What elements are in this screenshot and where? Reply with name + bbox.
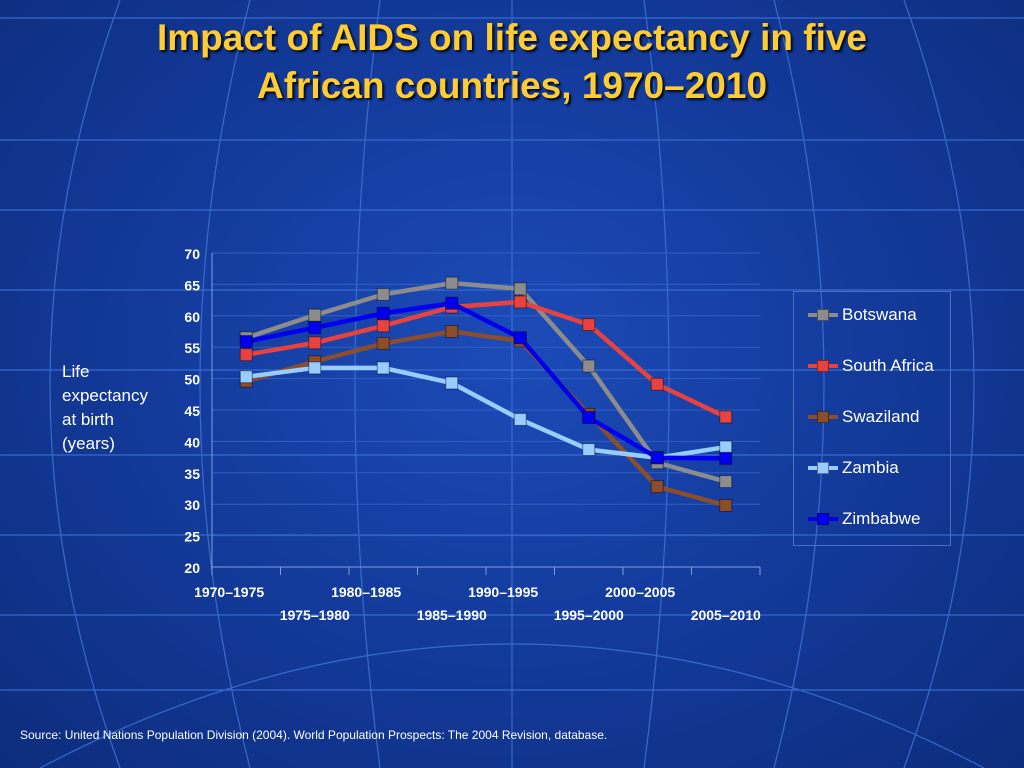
x-tick-labels: 1970–1975 1975–1980 1980–1985 1985–1990 1990…	[194, 584, 761, 623]
slide-title-line1: Impact of AIDS on life expectancy in fiv…	[156, 17, 868, 58]
data-point	[308, 321, 322, 335]
legend-label: Swaziland	[842, 407, 920, 426]
y-axis-label: Life expectancy at birth (years)	[62, 360, 172, 456]
legend-label: Zambia	[842, 458, 899, 477]
data-point	[719, 440, 733, 454]
data-point	[650, 377, 664, 391]
y-axis-label-line: Life	[62, 362, 90, 381]
data-point	[376, 361, 390, 375]
source-note: Source: United Nations Population Divisi…	[20, 728, 608, 742]
y-tick-label: 65	[184, 277, 200, 293]
data-point	[513, 412, 527, 426]
legend-swatch-marker	[817, 513, 829, 525]
legend-swatch-marker	[817, 360, 829, 372]
series-zambia	[239, 361, 733, 465]
data-point	[650, 451, 664, 465]
legend-swatch-marker	[817, 411, 829, 423]
data-point	[719, 475, 733, 489]
series-swaziland	[239, 325, 733, 512]
data-point	[239, 335, 253, 349]
data-point	[445, 376, 459, 390]
legend-item: Zimbabwe	[808, 508, 920, 530]
data-point	[308, 361, 322, 375]
legend-swatch-marker	[817, 462, 829, 474]
y-tick-label: 60	[184, 309, 200, 325]
data-point	[308, 336, 322, 350]
legend-swatch-marker	[817, 309, 829, 321]
series-line	[245, 280, 727, 484]
legend-item: South Africa	[808, 355, 934, 377]
y-tick-label: 40	[184, 434, 200, 450]
data-point	[719, 451, 733, 465]
slide-title-line2: African countries, 1970–2010	[256, 65, 768, 106]
legend-swatch	[808, 304, 838, 326]
data-point	[513, 282, 527, 296]
chart-gridlines	[212, 252, 760, 537]
data-point	[376, 287, 390, 301]
y-tick-label: 30	[184, 497, 200, 513]
chart-series	[239, 276, 733, 512]
data-point	[239, 370, 253, 384]
x-tick-label: 2005–2010	[691, 607, 761, 623]
data-point	[445, 296, 459, 310]
legend-label: Botswana	[842, 305, 917, 324]
y-tick-labels: 20 25 30 35 40 45 50 55 60 65 70	[184, 246, 200, 576]
y-tick-label: 45	[184, 403, 200, 419]
legend-swatch	[808, 508, 838, 530]
y-tick-label: 50	[184, 372, 200, 388]
y-tick-label: 25	[184, 529, 200, 545]
chart-legend: Botswana South Africa Swaziland Zambia Zimba…	[793, 291, 951, 546]
legend-label: South Africa	[842, 356, 934, 375]
series-zimbabwe	[239, 296, 733, 465]
y-tick-label: 55	[184, 340, 200, 356]
x-tick-label: 1980–1985	[331, 584, 401, 600]
data-point	[376, 336, 390, 350]
data-point	[445, 325, 459, 338]
legend-item: Botswana	[808, 304, 917, 326]
series-line	[245, 300, 726, 461]
y-axis-label-line: at birth	[62, 410, 114, 429]
legend-label: Zimbabwe	[842, 509, 921, 528]
legend-swatch	[808, 457, 838, 479]
data-point	[513, 331, 527, 345]
y-tick-label: 20	[184, 560, 200, 576]
x-tick-label: 1975–1980	[280, 607, 350, 623]
y-tick-label: 35	[184, 466, 200, 482]
series-south-africa	[239, 295, 733, 424]
x-tick-label: 1990–1995	[468, 584, 538, 600]
y-tick-label: 70	[184, 246, 200, 262]
slide-title: Impact of AIDS on life expectancy in fiv…	[0, 14, 1024, 110]
data-point	[582, 411, 596, 425]
legend-swatch	[808, 355, 838, 377]
chart-axes	[211, 253, 761, 575]
data-point	[582, 359, 596, 373]
data-point	[719, 410, 733, 424]
series-line	[245, 299, 727, 419]
x-tick-label: 2000–2005	[605, 584, 675, 600]
y-axis-label-line: expectancy	[62, 386, 148, 405]
series-line	[245, 329, 727, 508]
data-point	[376, 319, 390, 333]
series-line	[245, 365, 727, 460]
data-point	[308, 308, 322, 322]
data-point	[513, 295, 527, 309]
data-point	[719, 498, 733, 512]
legend-item: Swaziland	[808, 406, 920, 428]
x-tick-label: 1985–1990	[417, 607, 487, 623]
data-point	[582, 443, 596, 457]
data-point	[239, 348, 253, 362]
data-point	[650, 480, 664, 494]
legend-swatch	[808, 406, 838, 428]
legend-item: Zambia	[808, 457, 899, 479]
x-tick-label: 1995–2000	[554, 607, 624, 623]
y-axis-label-line: (years)	[62, 434, 115, 453]
data-point	[445, 276, 459, 290]
data-point	[582, 318, 596, 332]
data-point	[376, 306, 390, 320]
x-tick-label: 1970–1975	[194, 584, 264, 600]
